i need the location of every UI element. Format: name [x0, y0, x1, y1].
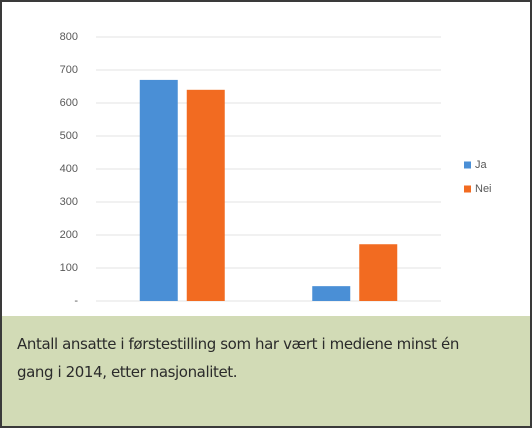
bar	[186, 89, 225, 301]
x-tick-label: Utenlandsk	[327, 315, 383, 316]
caption: Antall ansatte i førstestilling som har …	[2, 316, 530, 426]
y-tick-label: 200	[60, 229, 78, 241]
legend-swatch	[464, 185, 471, 193]
legend-label: Ja	[475, 159, 488, 171]
bar	[312, 286, 351, 301]
y-tick-label: 700	[60, 64, 78, 76]
y-tick-label: 100	[60, 262, 78, 274]
legend-label: Nei	[475, 183, 492, 195]
y-tick-label: 800	[60, 31, 78, 43]
y-tick-label: 300	[60, 196, 78, 208]
y-tick-label: 400	[60, 163, 78, 175]
y-tick-label: 500	[60, 130, 78, 142]
y-tick-label: -	[74, 295, 78, 307]
bar	[359, 244, 398, 301]
bar	[139, 79, 178, 302]
y-tick-label: 600	[60, 97, 78, 109]
legend-swatch	[464, 161, 471, 169]
chart: - 100 200 300 400 500 600 700 800 Norsk Utenlandsk…	[60, 31, 492, 316]
x-tick-label: Norsk	[168, 315, 197, 316]
